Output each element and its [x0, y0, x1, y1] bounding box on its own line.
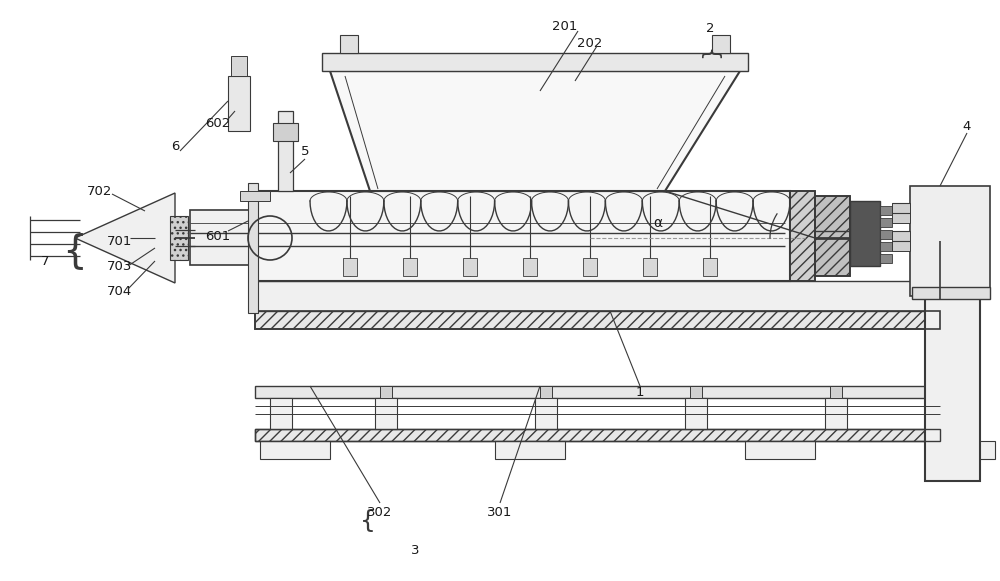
Bar — [880, 218, 892, 227]
Bar — [815, 196, 850, 276]
Bar — [815, 196, 850, 276]
Text: 302: 302 — [367, 507, 393, 519]
Text: 1: 1 — [636, 386, 644, 400]
Bar — [690, 386, 702, 398]
Bar — [745, 441, 815, 459]
Bar — [540, 386, 552, 398]
Text: 5: 5 — [301, 145, 309, 157]
Bar — [255, 429, 940, 441]
Bar — [228, 76, 250, 131]
Polygon shape — [330, 71, 740, 191]
Bar — [925, 296, 980, 481]
Bar — [255, 386, 940, 398]
Text: }: } — [700, 44, 720, 58]
Bar — [380, 386, 392, 398]
Bar — [248, 183, 258, 313]
Bar — [935, 398, 957, 429]
Text: α: α — [653, 216, 663, 230]
Bar — [463, 258, 477, 276]
Polygon shape — [75, 193, 175, 283]
Text: 6: 6 — [171, 139, 179, 152]
Bar — [850, 201, 880, 266]
Text: 701: 701 — [107, 235, 133, 248]
Bar — [273, 123, 298, 141]
Text: 704: 704 — [107, 285, 133, 297]
Bar — [685, 398, 707, 429]
Text: 3: 3 — [411, 544, 419, 558]
Bar — [231, 56, 247, 76]
Bar — [892, 231, 910, 251]
Bar — [255, 311, 940, 329]
Bar — [790, 191, 815, 281]
Bar — [712, 35, 730, 53]
Bar — [343, 258, 357, 276]
Bar — [403, 258, 417, 276]
Bar — [925, 441, 995, 459]
Bar — [825, 398, 847, 429]
Bar — [880, 230, 892, 239]
Bar — [880, 206, 892, 215]
Bar — [260, 441, 330, 459]
Bar — [240, 191, 270, 201]
Text: {: { — [62, 232, 87, 270]
Bar — [255, 281, 940, 311]
Text: 301: 301 — [487, 507, 513, 519]
Bar — [535, 398, 557, 429]
Text: 602: 602 — [205, 117, 231, 130]
Bar — [880, 254, 892, 263]
Bar — [880, 242, 892, 251]
Bar — [912, 287, 990, 299]
Text: 2: 2 — [706, 21, 714, 34]
Bar — [495, 441, 565, 459]
Bar — [270, 398, 292, 429]
Bar — [703, 258, 717, 276]
Bar — [375, 398, 397, 429]
Text: 7: 7 — [41, 254, 49, 267]
Bar — [830, 386, 842, 398]
Bar — [190, 210, 255, 265]
Text: 201: 201 — [552, 20, 578, 33]
Text: {: { — [360, 509, 376, 533]
Bar — [340, 35, 358, 53]
Bar — [583, 258, 597, 276]
Text: 4: 4 — [963, 120, 971, 132]
Bar — [523, 258, 537, 276]
Bar — [643, 258, 657, 276]
Bar — [892, 203, 910, 223]
Bar — [278, 111, 293, 191]
Bar — [170, 216, 188, 260]
Text: 202: 202 — [577, 37, 603, 49]
Bar — [910, 186, 990, 296]
Bar — [322, 53, 748, 71]
Text: 703: 703 — [107, 260, 133, 272]
Text: 601: 601 — [205, 229, 231, 242]
Bar — [790, 191, 815, 281]
Text: 702: 702 — [87, 185, 113, 198]
Bar — [255, 429, 940, 441]
Bar — [255, 191, 790, 281]
Bar — [255, 311, 940, 329]
